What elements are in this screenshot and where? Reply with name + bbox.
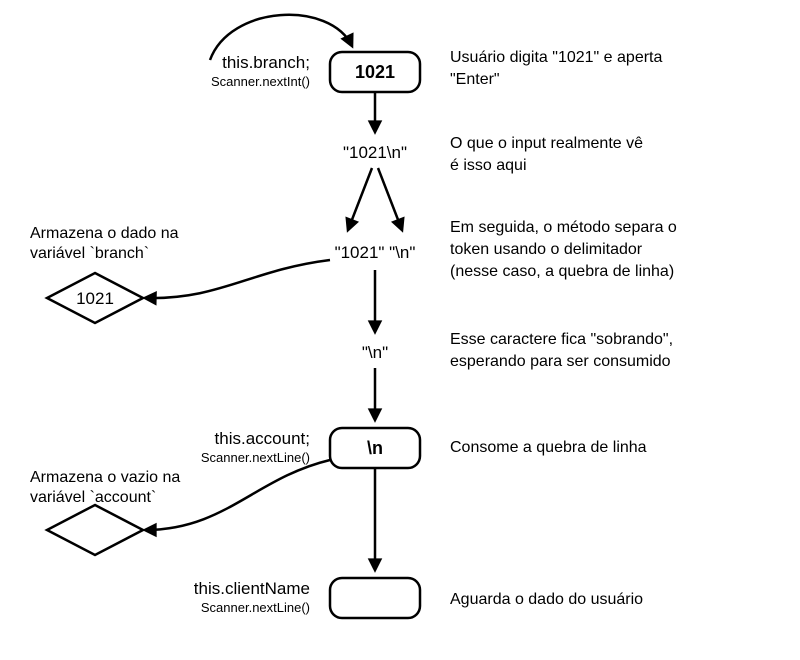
value-1021n: "1021\n" <box>343 143 407 162</box>
desc-3-line2: token usando o delimitador <box>450 241 643 258</box>
label-store-account-2: variável `account` <box>30 489 156 506</box>
diamond-account <box>47 505 143 555</box>
node-box-newline-label: \n <box>367 438 383 458</box>
desc-3-line1: Em seguida, o método separa o <box>450 219 677 236</box>
node-box-1021-label: 1021 <box>355 62 395 82</box>
arrow-to-diamond1 <box>145 260 330 298</box>
desc-5-line1: Consome a quebra de linha <box>450 439 647 456</box>
desc-1-line1: Usuário digita "1021" e aperta <box>450 49 662 66</box>
desc-1-line2: "Enter" <box>450 71 500 88</box>
diamond-branch-label: 1021 <box>76 289 114 308</box>
label-store-branch-2: variável `branch` <box>30 245 149 262</box>
label-store-branch-1: Armazena o dado na <box>30 225 179 242</box>
arrow-split-right <box>378 168 402 230</box>
arrow-split-left <box>348 168 372 230</box>
value-1021-and-n: "1021" "\n" <box>335 243 416 262</box>
label-store-account-1: Armazena o vazio na <box>30 469 180 486</box>
desc-3-line3: (nesse caso, a quebra de linha) <box>450 263 674 280</box>
desc-4-line2: esperando para ser consumido <box>450 353 671 370</box>
node-box-empty <box>330 578 420 618</box>
flow-diagram: 1021 "1021\n" "1021" "\n" 1021 "\n" \n t… <box>0 0 800 660</box>
label-scanner-nextint: Scanner.nextInt() <box>211 74 310 89</box>
desc-4-line1: Esse caractere fica "sobrando", <box>450 331 673 348</box>
label-this-account: this.account; <box>215 429 310 448</box>
desc-2-line1: O que o input realmente vê <box>450 135 643 152</box>
label-scanner-nextline-1: Scanner.nextLine() <box>201 450 310 465</box>
label-this-clientname: this.clientName <box>194 579 310 598</box>
value-n: "\n" <box>362 343 388 362</box>
label-scanner-nextline-2: Scanner.nextLine() <box>201 600 310 615</box>
desc-6-line1: Aguarda o dado do usuário <box>450 591 643 608</box>
desc-2-line2: é isso aqui <box>450 157 527 174</box>
label-this-branch: this.branch; <box>222 53 310 72</box>
